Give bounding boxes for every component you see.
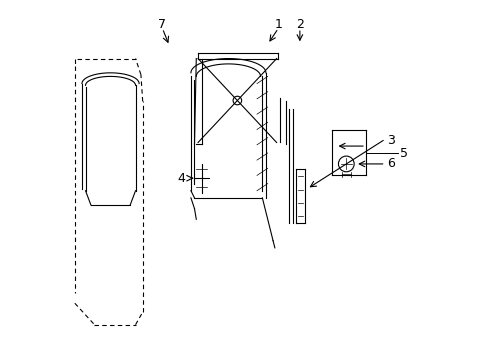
Text: 6: 6 <box>386 157 394 170</box>
Text: 3: 3 <box>386 134 394 147</box>
Text: 2: 2 <box>295 18 303 31</box>
Text: 4: 4 <box>177 172 185 185</box>
Text: 1: 1 <box>274 18 282 31</box>
Text: 5: 5 <box>399 147 407 160</box>
Text: 7: 7 <box>158 18 166 31</box>
